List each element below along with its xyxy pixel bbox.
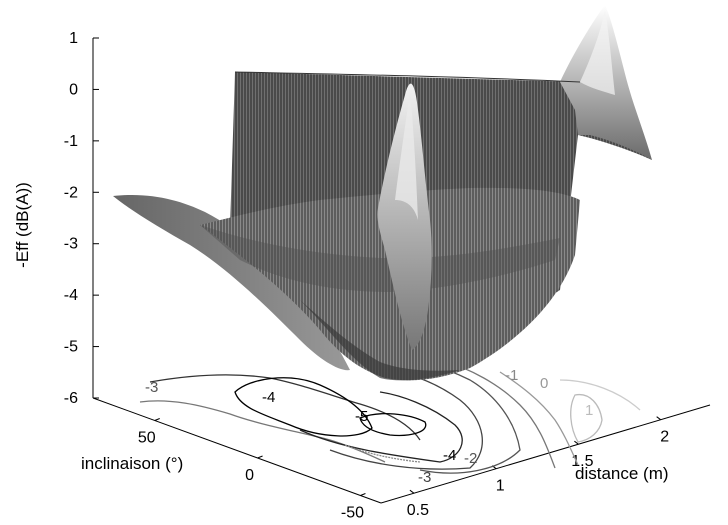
- contour-label: -3: [418, 469, 431, 486]
- contour-line-minus3-right: [329, 364, 483, 470]
- y-tick-label: 0.5: [407, 502, 429, 519]
- x-tick-label: 0: [245, 467, 254, 484]
- contour-dense-band: [344, 444, 421, 463]
- surface-mesh: [113, 5, 652, 381]
- contour-label: 1: [585, 402, 593, 419]
- z-tick-label: -1: [64, 133, 78, 150]
- surface-main-region: [200, 187, 580, 381]
- contour-line-0: [499, 371, 579, 466]
- contour-line-minus5: [359, 413, 427, 437]
- surface-left-region: [113, 194, 350, 371]
- y-tick-label: 1.5: [571, 453, 593, 470]
- contour-label: -2: [464, 450, 477, 467]
- y-axis-label: distance (m): [575, 464, 669, 483]
- contour-label: -4: [443, 447, 456, 464]
- z-tick-label: 0: [69, 81, 78, 98]
- z-tick-label: -2: [64, 184, 78, 201]
- x-tick-mark: [257, 455, 263, 459]
- z-tick-label: -4: [64, 287, 78, 304]
- y-axis: 0.5 1 1.5 2: [380, 404, 711, 519]
- contour-projection: [139, 351, 641, 474]
- contour-line-minus3-outer: [149, 374, 421, 441]
- contour-labels: -3 -4 -5 -4 -3 -2 -1 0 1: [145, 367, 593, 486]
- contour-label: -5: [355, 408, 368, 425]
- x-tick-mark: [154, 418, 160, 421]
- surface-peak-ridge: [377, 83, 432, 350]
- y-tick-mark: [656, 416, 661, 421]
- x-tick-label: -50: [341, 505, 364, 522]
- contour-line-minus1: [439, 359, 556, 469]
- contour-line-outer-right: [559, 379, 641, 411]
- contour-line-minus4-left: [234, 377, 373, 437]
- x-axis: 50 0 -50: [92, 397, 382, 522]
- contour-label: -1: [505, 367, 518, 384]
- z-axis-label: -Eff (dB(A)): [13, 182, 32, 268]
- contour-label: 0: [540, 375, 548, 392]
- contour-label: -3: [145, 379, 158, 396]
- z-tick-label: -3: [64, 236, 78, 253]
- contour-line-1: [570, 393, 603, 443]
- x-axis-label: inclinaison (°): [81, 454, 183, 473]
- contour-line-minus3-left: [139, 400, 386, 463]
- contour-line-minus4-right: [299, 391, 463, 463]
- z-tick-label: 1: [69, 30, 78, 47]
- x-tick-label: 50: [138, 430, 156, 447]
- y-tick-label: 2: [660, 429, 669, 446]
- z-tick-label: -6: [64, 390, 78, 407]
- contour-label: -4: [262, 389, 275, 406]
- y-tick-mark: [574, 440, 579, 445]
- z-tick-label: -5: [64, 339, 78, 356]
- y-tick-mark: [409, 489, 415, 494]
- x-tick-mark: [360, 493, 366, 496]
- y-tick-label: 1: [496, 478, 505, 495]
- z-axis: 1 0 -1 -2 -3 -4 -5 -6: [64, 30, 99, 407]
